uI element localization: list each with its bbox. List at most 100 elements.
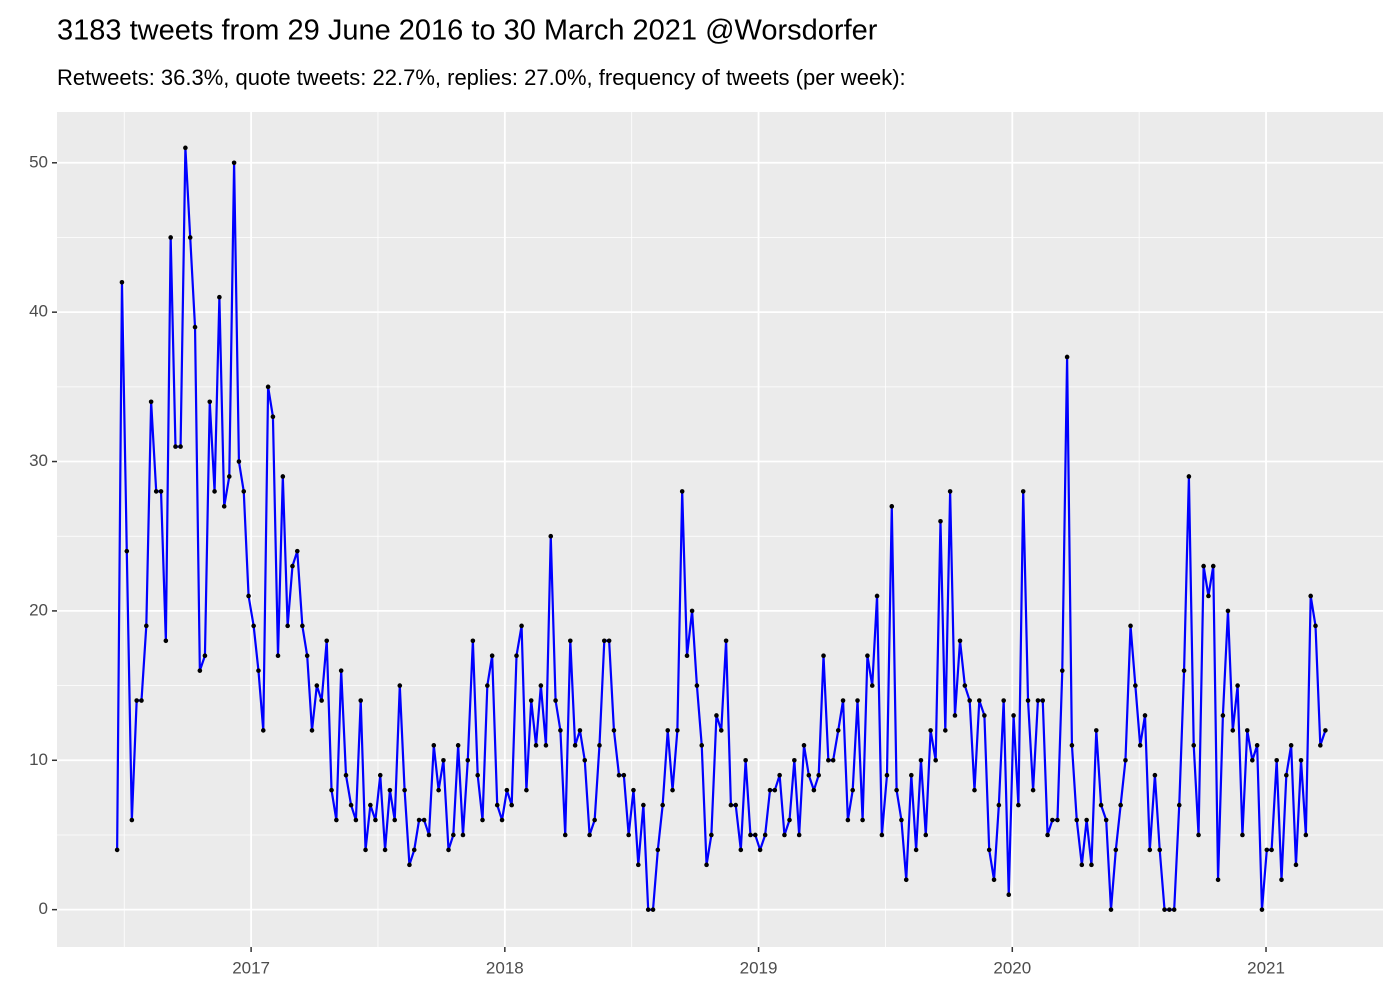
data-point xyxy=(850,787,856,793)
data-point xyxy=(1201,563,1206,569)
data-point xyxy=(582,757,588,763)
data-point xyxy=(952,713,958,718)
data-point xyxy=(543,743,549,748)
data-point xyxy=(397,683,403,688)
data-point xyxy=(1050,817,1055,823)
data-point xyxy=(1030,787,1036,793)
data-point xyxy=(1025,698,1031,703)
y-tick-label: 30 xyxy=(29,451,48,470)
data-point xyxy=(1084,817,1089,823)
data-point xyxy=(787,817,792,823)
data-point xyxy=(446,847,451,853)
data-point xyxy=(1240,832,1245,838)
data-point xyxy=(329,787,334,793)
data-point xyxy=(962,683,968,688)
data-point xyxy=(475,772,480,778)
data-point xyxy=(796,832,802,838)
data-point xyxy=(1064,354,1070,360)
data-point xyxy=(382,847,388,853)
data-point xyxy=(899,817,904,823)
data-point xyxy=(373,817,378,823)
data-point xyxy=(655,847,661,853)
data-point xyxy=(1288,743,1294,748)
data-point xyxy=(226,474,232,479)
data-point xyxy=(260,728,266,733)
data-point xyxy=(207,399,213,405)
data-point xyxy=(300,623,305,629)
data-point xyxy=(728,802,734,808)
data-point xyxy=(173,444,178,449)
data-point xyxy=(158,489,164,494)
data-point xyxy=(894,787,899,793)
data-point xyxy=(514,653,519,659)
data-point xyxy=(1040,698,1046,703)
data-point xyxy=(943,728,948,733)
data-point xyxy=(1274,757,1279,763)
data-point xyxy=(601,638,607,644)
data-point xyxy=(1103,817,1109,823)
data-point xyxy=(572,743,578,748)
data-point xyxy=(645,907,651,912)
data-point xyxy=(675,728,680,733)
data-point xyxy=(1162,907,1167,912)
data-point xyxy=(1137,743,1143,748)
data-point xyxy=(1147,847,1153,853)
data-point xyxy=(304,653,310,659)
data-point xyxy=(1074,817,1080,823)
data-point xyxy=(1157,847,1163,853)
data-point xyxy=(460,832,466,838)
data-point xyxy=(1133,683,1138,688)
data-point xyxy=(718,728,724,733)
data-point xyxy=(733,802,739,808)
data-point xyxy=(353,817,359,823)
data-point xyxy=(986,847,992,853)
data-point xyxy=(1181,668,1187,673)
y-tick-label: 20 xyxy=(29,600,48,619)
data-point xyxy=(509,802,514,808)
data-point xyxy=(533,743,539,748)
data-point xyxy=(967,698,972,703)
data-point xyxy=(811,787,817,793)
data-point xyxy=(684,653,690,659)
data-point xyxy=(309,728,315,733)
data-point xyxy=(928,728,933,733)
data-point xyxy=(957,638,963,644)
data-point xyxy=(738,847,744,853)
data-point xyxy=(752,832,758,838)
y-tick-label: 0 xyxy=(39,899,48,918)
x-tick-label: 2018 xyxy=(486,958,524,977)
data-point xyxy=(816,772,822,778)
data-point xyxy=(611,728,617,733)
data-point xyxy=(1230,728,1236,733)
y-tick-label: 10 xyxy=(29,750,48,769)
data-point xyxy=(241,489,247,494)
data-point xyxy=(251,623,256,629)
data-point xyxy=(923,832,929,838)
data-point xyxy=(801,743,807,748)
data-point xyxy=(338,668,344,673)
data-point xyxy=(1284,772,1289,778)
data-point xyxy=(1152,772,1158,778)
data-point xyxy=(1001,698,1006,703)
data-point xyxy=(524,787,529,793)
data-point xyxy=(499,817,505,823)
data-point xyxy=(285,623,290,629)
data-point xyxy=(1123,757,1128,763)
data-point xyxy=(1279,877,1284,883)
data-point xyxy=(845,817,851,823)
data-point xyxy=(538,683,544,688)
data-point xyxy=(982,713,987,718)
data-point xyxy=(913,847,919,853)
data-point xyxy=(431,743,437,748)
data-point xyxy=(874,593,880,599)
data-point xyxy=(597,743,602,748)
data-point xyxy=(553,698,558,703)
data-point xyxy=(699,743,705,748)
data-point xyxy=(1264,847,1270,853)
data-point xyxy=(1128,623,1133,629)
x-tick-label: 2020 xyxy=(993,958,1031,977)
data-point xyxy=(558,728,563,733)
data-point xyxy=(387,787,393,793)
data-point xyxy=(1313,623,1318,629)
data-point xyxy=(762,832,768,838)
